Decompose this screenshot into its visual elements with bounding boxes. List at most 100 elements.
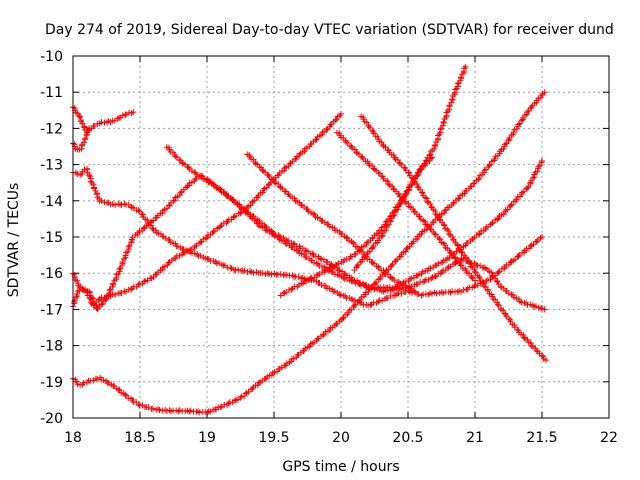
data-point bbox=[127, 203, 134, 210]
data-point bbox=[149, 225, 156, 232]
data-point bbox=[176, 192, 183, 199]
data-point bbox=[456, 195, 463, 202]
data-point bbox=[476, 174, 483, 181]
data-point bbox=[489, 272, 496, 279]
data-point bbox=[312, 136, 319, 143]
data-point bbox=[106, 287, 113, 294]
data-point bbox=[89, 294, 96, 301]
data-point bbox=[381, 295, 388, 302]
data-point bbox=[176, 407, 183, 414]
data-point bbox=[156, 406, 163, 413]
data-point bbox=[143, 222, 150, 229]
data-point bbox=[326, 223, 333, 230]
data-point bbox=[455, 195, 462, 202]
data-point bbox=[112, 291, 119, 298]
data-point bbox=[155, 230, 162, 237]
data-point bbox=[537, 234, 544, 241]
data-point bbox=[539, 305, 546, 312]
data-point bbox=[122, 391, 129, 398]
data-point bbox=[116, 266, 123, 273]
data-point bbox=[74, 110, 81, 117]
data-point bbox=[313, 260, 320, 267]
data-point bbox=[535, 163, 542, 170]
data-point bbox=[145, 222, 152, 229]
data-point bbox=[381, 269, 388, 276]
data-point bbox=[541, 306, 548, 313]
data-point bbox=[520, 331, 527, 338]
data-point bbox=[202, 235, 209, 242]
data-point bbox=[283, 360, 290, 367]
data-point bbox=[441, 209, 448, 216]
data-point bbox=[238, 204, 245, 211]
data-point bbox=[356, 247, 363, 254]
y-tick-label: -15 bbox=[40, 230, 63, 246]
data-point bbox=[449, 288, 456, 295]
data-point bbox=[249, 212, 256, 219]
data-point bbox=[224, 401, 231, 408]
data-point bbox=[259, 270, 266, 277]
data-point bbox=[100, 377, 107, 384]
data-point bbox=[290, 240, 297, 247]
data-point bbox=[495, 269, 502, 276]
data-point bbox=[252, 215, 259, 222]
data-point bbox=[388, 274, 395, 281]
data-point bbox=[541, 89, 548, 96]
data-point bbox=[343, 234, 350, 241]
data-point bbox=[476, 275, 483, 282]
data-point bbox=[264, 373, 271, 380]
data-point bbox=[123, 111, 130, 118]
data-point bbox=[472, 277, 478, 284]
x-tick-label: 19.5 bbox=[258, 430, 289, 446]
data-point bbox=[416, 213, 423, 220]
x-tick-label: 20.5 bbox=[392, 430, 423, 446]
data-point bbox=[468, 274, 475, 281]
data-point bbox=[127, 286, 134, 293]
data-point bbox=[439, 122, 446, 129]
plot-frame bbox=[72, 55, 610, 419]
data-point bbox=[232, 267, 239, 274]
data-point bbox=[374, 231, 381, 238]
data-point bbox=[316, 255, 323, 262]
data-point bbox=[74, 290, 81, 297]
data-point bbox=[145, 404, 152, 411]
data-point bbox=[332, 117, 339, 124]
data-point bbox=[340, 274, 347, 281]
data-point bbox=[515, 253, 522, 260]
data-point bbox=[348, 143, 355, 150]
data-point bbox=[327, 264, 334, 271]
data-point bbox=[371, 286, 378, 293]
series-track-f bbox=[70, 89, 548, 416]
data-point bbox=[390, 212, 397, 219]
data-point bbox=[427, 226, 434, 233]
data-point bbox=[290, 355, 297, 362]
data-point bbox=[314, 214, 321, 221]
data-point bbox=[437, 236, 444, 243]
data-point bbox=[426, 152, 433, 159]
data-point bbox=[174, 243, 181, 250]
data-point bbox=[403, 246, 410, 253]
data-point bbox=[318, 281, 325, 288]
data-point bbox=[440, 119, 447, 126]
data-point bbox=[231, 199, 238, 206]
y-tick-label: -14 bbox=[40, 194, 63, 210]
data-point bbox=[333, 116, 340, 123]
data-point bbox=[515, 121, 522, 128]
data-point bbox=[506, 136, 513, 143]
data-point bbox=[389, 261, 396, 268]
y-tick-label: -17 bbox=[40, 302, 63, 318]
data-point bbox=[539, 353, 546, 360]
data-point bbox=[357, 246, 364, 253]
data-point bbox=[436, 235, 443, 242]
data-point bbox=[121, 255, 128, 262]
data-point bbox=[521, 334, 528, 341]
data-point bbox=[539, 234, 545, 240]
data-point bbox=[444, 226, 451, 233]
data-point bbox=[457, 74, 464, 81]
data-point bbox=[382, 287, 389, 294]
data-point bbox=[82, 135, 89, 142]
data-point bbox=[197, 252, 204, 259]
data-point bbox=[235, 266, 242, 273]
data-point bbox=[375, 298, 382, 305]
data-point bbox=[140, 225, 147, 232]
data-point bbox=[138, 211, 145, 218]
